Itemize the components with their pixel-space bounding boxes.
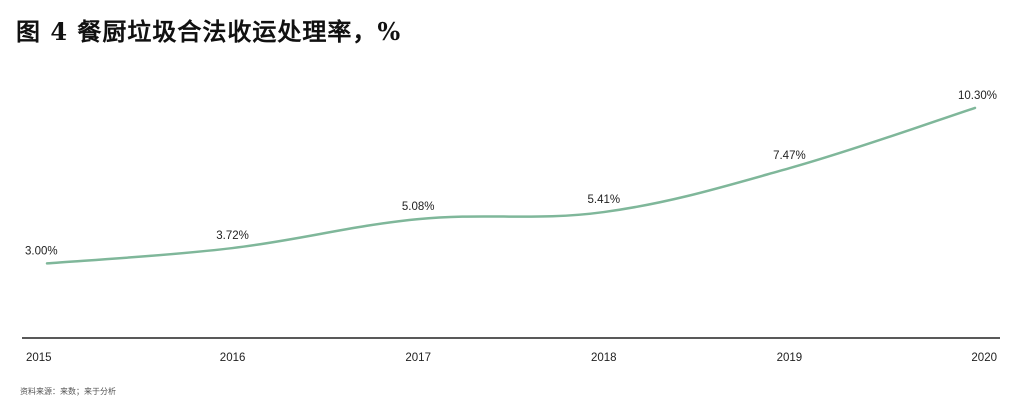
x-tick-label-2017: 2017 [405, 352, 431, 364]
x-tick-label-2015: 2015 [26, 352, 52, 364]
data-label-2019: 7.47% [773, 150, 806, 162]
chart-title: 图 4 餐厨垃圾合法收运处理率，% [16, 17, 402, 46]
series-line [45, 106, 977, 265]
data-label-2020: 10.30% [958, 90, 997, 102]
x-tick-label-2019: 2019 [777, 352, 803, 364]
data-label-2018: 5.41% [587, 194, 620, 206]
x-tick-label-2016: 2016 [220, 352, 246, 364]
data-label-2015: 3.00% [25, 245, 58, 257]
data-label-2016: 3.72% [216, 230, 249, 242]
source-note: 资料来源：来数；来于分析 [20, 387, 116, 396]
data-labels: 3.00% 3.72% 5.08% 5.41% 7.47% 10.30% [25, 90, 997, 257]
x-tick-labels: 2015 2016 2017 2018 2019 2020 [26, 352, 997, 364]
x-tick-label-2018: 2018 [591, 352, 617, 364]
data-label-2017: 5.08% [402, 201, 435, 213]
x-tick-label-2020: 2020 [971, 352, 997, 364]
